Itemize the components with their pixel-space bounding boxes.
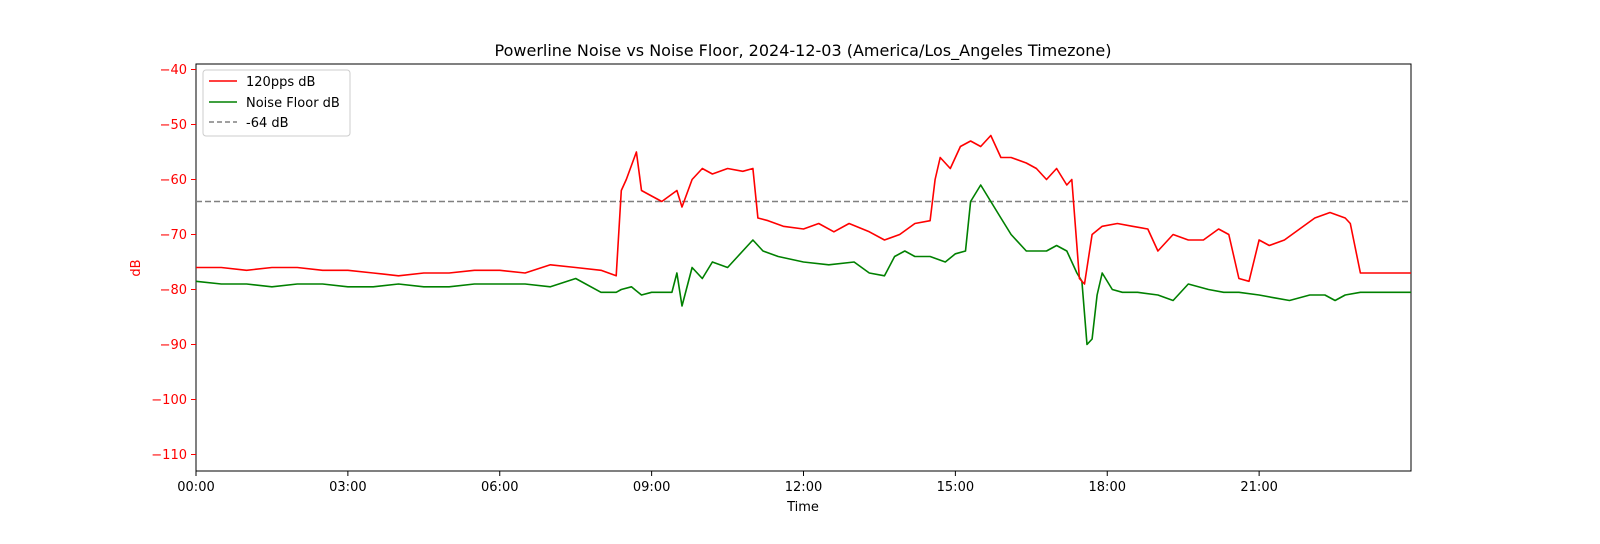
y-tick-label: −60 [160, 173, 187, 188]
legend-label-120pps: 120pps dB [246, 75, 315, 90]
series-layer [195, 134, 1411, 346]
y-tick-label: −100 [151, 393, 187, 408]
series-line-120pps [196, 134, 1411, 285]
y-tick-label: −80 [160, 283, 187, 298]
y-tick-label: −110 [151, 448, 187, 463]
y-tick-label: −70 [160, 228, 187, 243]
x-axis-label: Time [786, 500, 819, 515]
x-tick-label: 06:00 [481, 480, 518, 495]
legend-label-noise-floor: Noise Floor dB [246, 96, 340, 111]
x-tick-label: 12:00 [785, 480, 822, 495]
legend-label-reference: -64 dB [246, 116, 289, 131]
y-tick-label: −90 [160, 338, 187, 353]
y-axis-label: dB [129, 259, 144, 276]
x-tick-label: 03:00 [329, 480, 366, 495]
x-axis: 00:00 03:00 06:00 09:00 12:00 15:00 18:00 21:00 [177, 471, 1278, 495]
y-tick-label: −50 [160, 118, 187, 133]
legend-frame [202, 69, 351, 137]
series-line-noise-floor [195, 184, 1411, 346]
plot-area [195, 63, 1412, 472]
legend: 120pps dB Noise Floor dB -64 dB [202, 69, 351, 137]
chart-title: Powerline Noise vs Noise Floor, 2024-12-… [495, 41, 1112, 61]
plot-frame [195, 63, 1412, 472]
x-tick-label: 15:00 [937, 480, 974, 495]
y-tick-label: −40 [160, 63, 187, 78]
x-tick-label: 18:00 [1089, 480, 1126, 495]
y-axis: −40 −50 −60 −70 −80 −90 −100 −110 [151, 63, 196, 463]
x-tick-label: 09:00 [633, 480, 670, 495]
x-tick-label: 00:00 [177, 480, 214, 495]
x-tick-label: 21:00 [1240, 480, 1277, 495]
